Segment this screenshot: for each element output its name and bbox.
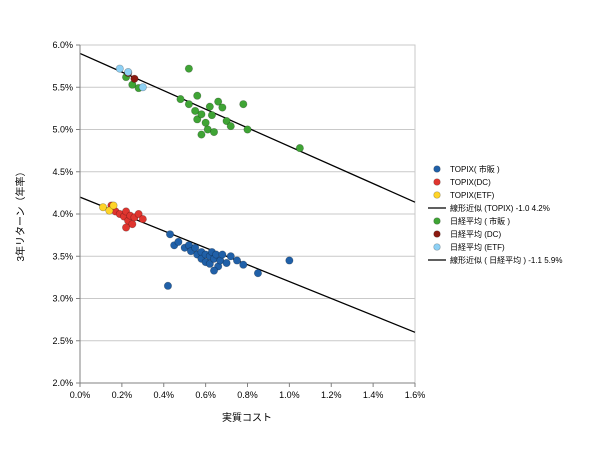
legend-label: 日経平均 ( 市販 ) — [450, 216, 510, 226]
data-point — [176, 95, 185, 104]
data-point — [205, 102, 214, 111]
legend-marker — [433, 165, 441, 173]
data-point — [184, 100, 193, 109]
data-point — [197, 130, 206, 139]
y-axis-title: 3年リターン（年率） — [14, 166, 27, 261]
data-point — [134, 209, 143, 219]
legend-item: 日経平均 ( 市販 ) — [433, 216, 510, 226]
data-point — [98, 203, 108, 212]
data-point — [253, 269, 263, 278]
x-tick-label: 1.4% — [363, 390, 384, 400]
data-point — [226, 252, 235, 261]
data-point — [239, 100, 248, 109]
legend-item: TOPIX( 市販 ) — [433, 164, 500, 174]
data-point — [209, 127, 219, 137]
y-tick-label: 2.5% — [52, 336, 73, 346]
data-point — [128, 220, 137, 229]
data-point — [232, 256, 242, 265]
data-point — [122, 223, 131, 232]
legend-label: 線形近似 ( 日経平均 ) -1.1 5.9% — [450, 255, 562, 265]
legend-marker — [433, 243, 441, 251]
legend-item: TOPIX(ETF) — [433, 191, 495, 200]
data-point — [124, 67, 133, 77]
legend-marker — [433, 191, 441, 199]
data-point — [191, 106, 200, 115]
data-point — [209, 266, 219, 275]
x-tick-label: 0.2% — [112, 390, 133, 400]
data-point — [226, 122, 235, 131]
legend-label: 日経平均 (DC) — [450, 229, 501, 239]
data-point — [105, 206, 114, 215]
legend-label: TOPIX(ETF) — [450, 191, 495, 200]
y-tick-label: 5.5% — [52, 82, 73, 92]
legend-marker — [433, 217, 441, 225]
legend-item: 日経平均 (ETF) — [433, 242, 505, 252]
y-tick-label: 3.0% — [52, 294, 73, 304]
data-point — [207, 111, 216, 120]
data-point — [165, 230, 175, 239]
y-tick-label: 2.0% — [52, 378, 73, 388]
data-point — [218, 103, 227, 112]
x-tick-label: 0.0% — [70, 390, 91, 400]
data-point — [201, 118, 210, 127]
data-point — [222, 258, 231, 268]
x-tick-label: 1.6% — [405, 390, 426, 400]
y-tick-label: 5.0% — [52, 125, 73, 135]
y-tick-label: 4.5% — [52, 167, 73, 177]
data-point — [115, 64, 124, 73]
y-tick-label: 6.0% — [52, 40, 73, 50]
x-tick-label: 1.0% — [279, 390, 300, 400]
legend-item: 線形近似 (TOPIX) -1.0 4.2% — [428, 203, 550, 213]
x-tick-label: 0.6% — [195, 390, 216, 400]
data-point — [193, 115, 202, 124]
data-point — [239, 260, 248, 269]
data-point — [243, 125, 252, 134]
data-point — [193, 91, 202, 100]
data-point — [138, 215, 147, 224]
legend-item: 日経平均 (DC) — [433, 229, 501, 239]
legend-label: TOPIX(DC) — [450, 178, 491, 187]
data-point — [130, 74, 139, 83]
y-tick-label: 4.0% — [52, 209, 73, 219]
legend-label: TOPIX( 市販 ) — [450, 164, 500, 174]
x-tick-label: 0.8% — [237, 390, 258, 400]
data-point — [109, 201, 118, 210]
data-point — [214, 97, 223, 106]
x-tick-label: 1.2% — [321, 390, 342, 400]
data-point — [184, 64, 193, 73]
legend-marker — [433, 178, 441, 186]
data-point — [222, 117, 231, 126]
data-point — [205, 259, 214, 268]
y-tick-label: 3.5% — [52, 251, 73, 261]
data-point — [174, 237, 183, 246]
legend-label: 日経平均 (ETF) — [450, 242, 505, 252]
series-layer — [79, 52, 416, 333]
data-point — [138, 83, 147, 92]
x-axis-title: 実質コスト — [222, 411, 272, 424]
data-point — [285, 256, 294, 265]
legend: TOPIX( 市販 ) TOPIX(DC) TOPIX(ETF) 線形近似 (TOPI… — [428, 164, 562, 265]
legend-item: TOPIX(DC) — [433, 178, 491, 187]
data-point — [163, 281, 172, 290]
axis-layer: 2.0% 2.5% 3.0% 3.5% 4.0% 4.5% 5.0% 5.5% 6.0% 0.0%… — [52, 40, 425, 400]
data-point — [295, 144, 304, 153]
data-point — [218, 250, 227, 259]
data-point — [197, 110, 206, 119]
x-tick-label: 0.4% — [153, 390, 174, 400]
data-point — [191, 243, 200, 252]
legend-item: 線形近似 ( 日経平均 ) -1.1 5.9% — [428, 255, 562, 265]
legend-label: 線形近似 (TOPIX) -1.0 4.2% — [450, 203, 550, 213]
legend-marker — [433, 230, 441, 238]
